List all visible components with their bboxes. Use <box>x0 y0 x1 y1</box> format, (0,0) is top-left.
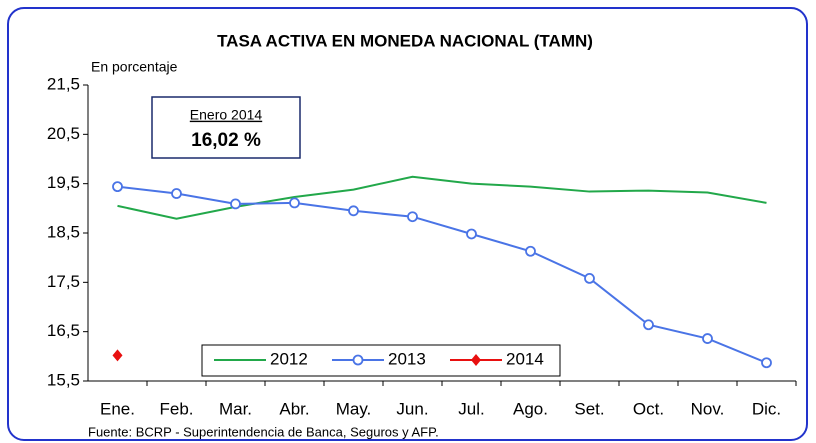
x-tick-label: Set. <box>574 399 604 418</box>
legend-label: 2013 <box>388 349 426 368</box>
series-line <box>117 175 767 220</box>
annotation-box <box>151 96 301 159</box>
x-tick-label: Jul. <box>458 399 484 418</box>
x-tick-label: Oct. <box>633 399 664 418</box>
y-tick-label: 18,5 <box>47 222 80 241</box>
annotation-text: 16,02 % <box>191 130 261 151</box>
legend-label: 2014 <box>506 349 544 368</box>
point <box>643 319 654 331</box>
y-tick-label: 16,5 <box>47 321 80 340</box>
x-tick-label: Mar. <box>219 399 252 418</box>
point <box>112 349 123 362</box>
y-tick-label: 21,5 <box>47 74 80 93</box>
y-tick-label: 19,5 <box>47 173 80 192</box>
source: Fuente: BCRP - Superintendencia de Banca… <box>88 424 439 439</box>
x-tick-label: May. <box>336 399 372 418</box>
point <box>230 198 241 210</box>
x-tick-label: Nov. <box>691 399 725 418</box>
y-tick-label: 20,5 <box>47 124 80 143</box>
legend-label: 2012 <box>270 349 308 368</box>
x-tick-label: Ene. <box>100 399 135 418</box>
point <box>407 211 418 223</box>
point <box>466 228 477 240</box>
y-tick-label: 15,5 <box>47 370 80 389</box>
legend-marker <box>471 354 481 366</box>
point <box>584 272 595 284</box>
x-tick-label: Dic. <box>752 399 781 418</box>
point <box>171 188 182 199</box>
y-axis-label: En porcentaje <box>91 59 178 75</box>
point <box>348 205 359 217</box>
point <box>289 197 300 209</box>
point <box>112 181 123 193</box>
series-line <box>117 185 767 364</box>
x-tick-label: Abr. <box>279 399 309 418</box>
point <box>761 357 772 369</box>
legend-marker <box>352 354 364 366</box>
chart-title: TASA ACTIVA EN MONEDA NACIONAL (TAMN) <box>217 31 593 50</box>
x-tick-label: Jun. <box>396 399 428 418</box>
x-tick-label: Ago. <box>513 399 548 418</box>
annotation-title: Enero 2014 <box>190 107 263 123</box>
point <box>702 333 713 344</box>
y-tick-label: 17,5 <box>47 272 80 291</box>
x-tick-label: Feb. <box>159 399 193 418</box>
point <box>525 245 536 257</box>
